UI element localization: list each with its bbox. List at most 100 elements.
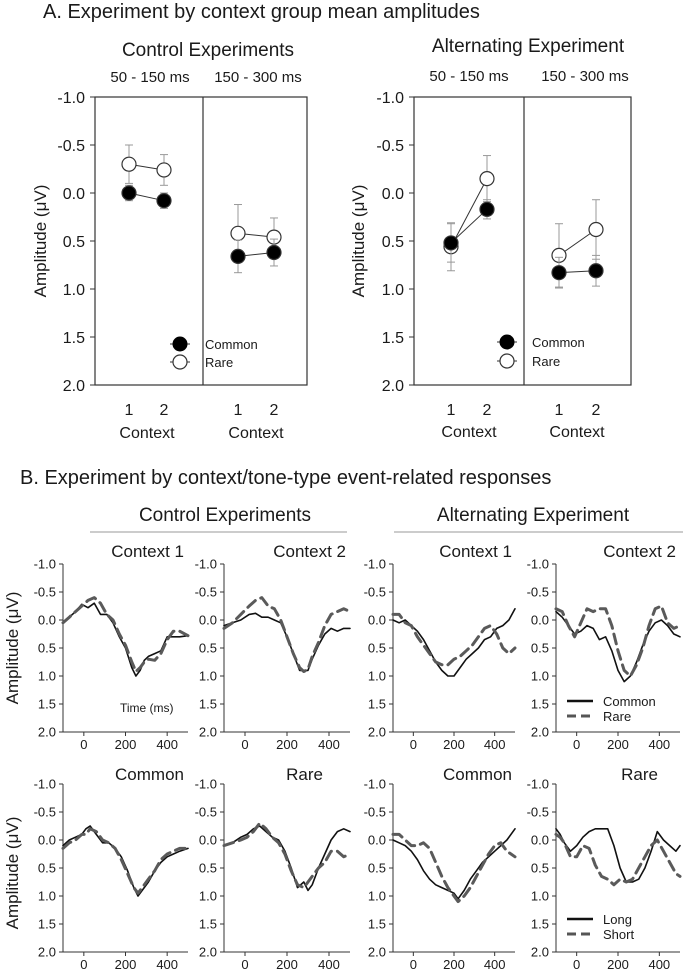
series-short-line: [391, 832, 517, 904]
legend-label-rare: Rare: [205, 355, 233, 370]
common-point: [230, 248, 246, 264]
x-tick-control-w2-2: 2: [270, 402, 279, 419]
x-tick-label: 400: [156, 957, 178, 972]
y-tick-label: -0.5: [364, 805, 386, 820]
y-tick-label: 1.5: [38, 917, 56, 932]
y-tick-label: 0.0: [368, 613, 386, 628]
window-label-alt-1: 50 - 150 ms: [429, 68, 508, 85]
x-tick-label: 200: [443, 957, 465, 972]
x-tick-alt-w2-2: 2: [592, 402, 601, 419]
x-tick-alt-w1-1: 1: [447, 402, 456, 419]
x-tick-label: 400: [484, 957, 506, 972]
y-tick-label: 1.5: [199, 697, 217, 712]
erp-panel: -1.0 -0.5 0.0 0.5 1.0 1.5 2.0 0 200 400: [195, 777, 352, 972]
common-point: [588, 263, 604, 279]
y-tick-label: -1.0: [364, 557, 386, 572]
x-tick-label: 0: [573, 957, 580, 972]
x-tick-label: 0: [410, 957, 417, 972]
x-tick-label: 400: [648, 957, 670, 972]
y-tick-label: -1.0: [34, 557, 56, 572]
y-axis-label-erp-top: Amplitude (μV): [3, 592, 22, 705]
common-point: [156, 193, 172, 209]
legend-context-type: Long Short: [567, 912, 634, 942]
rare-point: [156, 162, 172, 178]
y-tick-label: -1.0: [527, 777, 549, 792]
y-tick-label: 1.0: [38, 889, 56, 904]
y-tick-label: 2.0: [382, 378, 404, 395]
legend-marker-rare: [172, 354, 188, 370]
x-axis-label-control-2: Context: [228, 425, 284, 442]
x-axis-label-alt-1: Context: [441, 424, 497, 441]
x-tick-label: 0: [241, 737, 248, 752]
common-point: [551, 265, 567, 281]
y-tick-label: 2.0: [199, 725, 217, 740]
window-label-control-1: 50 - 150 ms: [110, 69, 189, 86]
x-tick-label: 200: [276, 737, 298, 752]
y-tick-label: -0.5: [34, 805, 56, 820]
series-rare-line: [61, 596, 190, 673]
window-label-control-2: 150 - 300 ms: [214, 69, 302, 86]
series-connector: [450, 208, 488, 244]
panel-title-control-context-1: Context 1: [111, 542, 184, 561]
y-tick-label: 1.5: [38, 697, 56, 712]
y-tick-label: 2.0: [368, 945, 386, 960]
y-tick-label: 1.5: [382, 330, 404, 347]
x-tick-control-w1-1: 1: [125, 402, 134, 419]
y-tick-label: 2.0: [368, 725, 386, 740]
y-tick-label: 1.0: [199, 669, 217, 684]
legend-label-common: Common: [603, 694, 656, 709]
erp-panels: -1.0 -0.5 0.0 0.5 1.0 1.5 2.0 0 200 400 -1.0 -0.5 0.…: [34, 557, 682, 972]
legend-label-rare: Rare: [532, 354, 560, 369]
y-tick-label: 1.0: [38, 669, 56, 684]
y-tick-label: 1.0: [382, 282, 404, 299]
panel-title-alt-common: Common: [443, 765, 512, 784]
y-tick-label: 0.0: [368, 833, 386, 848]
erp-panel: -1.0 -0.5 0.0 0.5 1.0 1.5 2.0 0 200 400: [527, 557, 682, 752]
series-rare-line: [222, 596, 352, 673]
x-tick-label: 200: [276, 957, 298, 972]
legend-label-long: Long: [603, 912, 632, 927]
erp-panel: -1.0 -0.5 0.0 0.5 1.0 1.5 2.0 0 200 400: [34, 557, 190, 752]
alternating-experiment-title: Alternating Experiment: [432, 36, 625, 57]
y-tick-label: -1.0: [195, 777, 217, 792]
x-tick-label: 0: [410, 737, 417, 752]
y-tick-label: -0.5: [34, 585, 56, 600]
legend-control: Common Rare: [170, 336, 258, 370]
y-tick-label: 0.0: [382, 186, 404, 203]
x-tick-label: 0: [80, 737, 87, 752]
group-header-control: Control Experiments: [139, 505, 311, 526]
y-tick-label: 0.5: [199, 861, 217, 876]
y-axis-ticks-alternating: -1.0 -0.5 0.0 0.5 1.0 1.5 2.0: [376, 90, 414, 395]
y-tick-label: -1.0: [34, 777, 56, 792]
alternating-data-points: [443, 155, 604, 289]
y-tick-label: 2.0: [38, 725, 56, 740]
y-tick-label: -1.0: [364, 777, 386, 792]
y-tick-label: -0.5: [527, 805, 549, 820]
x-tick-label: 200: [115, 957, 137, 972]
y-tick-label: 1.5: [63, 330, 85, 347]
panel-title-alt-context-1: Context 1: [439, 542, 512, 561]
y-tick-label: 0.5: [63, 234, 85, 251]
series-connector: [450, 178, 488, 247]
y-tick-label: 0.0: [199, 833, 217, 848]
legend-marker-rare: [499, 353, 515, 369]
series-common-line: [392, 608, 516, 677]
common-point: [443, 235, 459, 251]
y-tick-label: 0.0: [38, 613, 56, 628]
rare-point: [230, 225, 246, 241]
erp-panel: -1.0 -0.5 0.0 0.5 1.0 1.5 2.0 0 200 400: [34, 777, 190, 972]
y-tick-label: 2.0: [38, 945, 56, 960]
y-axis-ticks-control: -1.0 -0.5 0.0 0.5 1.0 1.5 2.0: [57, 90, 95, 395]
y-tick-label: 0.5: [531, 861, 549, 876]
common-point: [121, 185, 137, 201]
y-tick-label: 2.0: [199, 945, 217, 960]
legend-label-common: Common: [532, 335, 585, 350]
y-tick-label: 0.5: [368, 861, 386, 876]
common-point: [479, 201, 495, 217]
rare-point: [121, 156, 137, 172]
panel-title-alt-rare: Rare: [621, 765, 658, 784]
common-point: [266, 244, 282, 261]
window-label-alt-2: 150 - 300 ms: [541, 68, 629, 85]
y-tick-label: -0.5: [527, 585, 549, 600]
x-tick-label: 200: [607, 737, 629, 752]
